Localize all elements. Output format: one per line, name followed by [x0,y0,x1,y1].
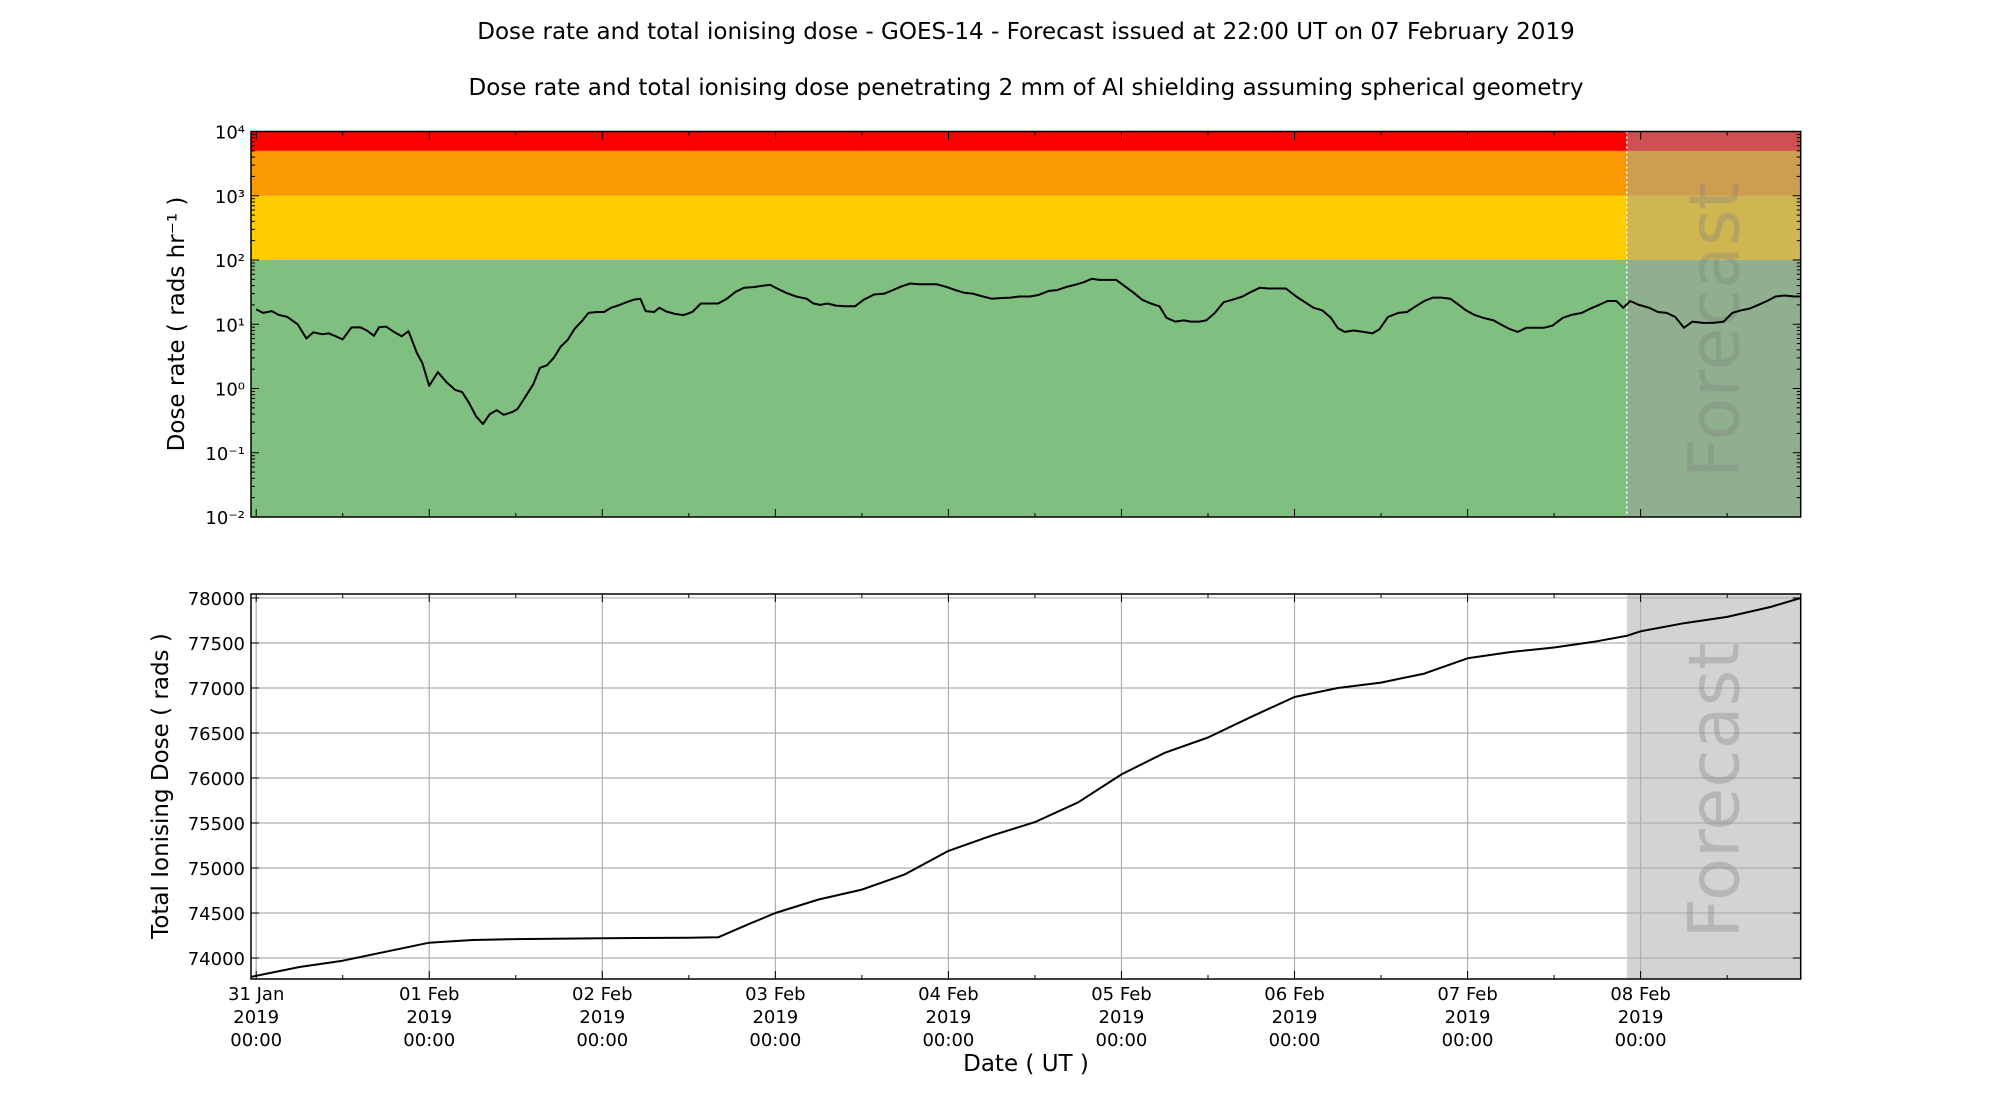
forecast-watermark: Forecast [1674,642,1756,938]
dose-rate-line [255,277,1800,425]
y-tick-label: 75500 [188,814,245,835]
dose-rate-plot: Forecast 10⁻² 10⁻¹ 10⁰ 10¹ 10² 10³ 10⁴ [205,123,1802,529]
y-tick-label: 77500 [188,634,245,655]
x-tick-label: 2019 [406,1007,452,1028]
threshold-band-3 [251,131,1801,151]
y-tick-label: 76000 [188,769,245,790]
total-dose-plot: 74000 74500 75000 75500 76000 76500 77000 77500… [188,589,1802,1051]
chart-title: Dose rate and total ionising dose - GOES… [477,19,1574,45]
x-tick-label: 01 Feb [399,984,460,1005]
x-tick-label: 00:00 [403,1030,455,1051]
y-tick-label: 10⁻¹ [205,444,245,465]
x-tick-label: 00:00 [1096,1030,1148,1051]
x-tick-label: 2019 [1445,1007,1491,1028]
forecast-region [1626,594,1801,979]
x-tick-label: 00:00 [1615,1030,1667,1051]
y-tick-label: 10¹ [215,315,245,336]
x-tick-label: 02 Feb [572,984,633,1005]
total-dose-y-axis-label: Total Ionising Dose ( rads ) [148,633,174,940]
x-axis-label: Date ( UT ) [963,1051,1089,1077]
threshold-band-1 [251,195,1801,260]
y-tick-label: 10³ [215,187,245,208]
x-tick-label: 00:00 [1269,1030,1321,1051]
chart-subtitle: Dose rate and total ionising dose penetr… [468,75,1583,101]
y-tick-label: 78000 [188,589,245,610]
x-tick-label: 2019 [752,1007,798,1028]
forecast-watermark: Forecast [1674,182,1756,478]
threshold-band-2 [251,150,1801,196]
y-tick-label: 10² [215,251,245,272]
y-tick-label: 75000 [188,859,245,880]
x-tick-label: 2019 [233,1007,279,1028]
y-tick-label: 77000 [188,679,245,700]
dose-rate-axes-frame [250,130,1802,518]
x-tick-label: 04 Feb [918,984,979,1005]
x-tick-label: 2019 [579,1007,625,1028]
x-tick-label: 06 Feb [1264,984,1325,1005]
x-tick-label: 2019 [1618,1007,1664,1028]
x-tick-label: 00:00 [576,1030,628,1051]
y-tick-label: 10⁰ [215,380,245,401]
x-tick-label: 31 Jan [228,984,284,1005]
y-tick-label: 76500 [188,724,245,745]
x-tick-label: 00:00 [749,1030,801,1051]
y-tick-label: 74500 [188,904,245,925]
x-tick-label: 2019 [926,1007,972,1028]
x-tick-label: 03 Feb [745,984,806,1005]
x-tick-label: 00:00 [230,1030,282,1051]
x-tick-label: 07 Feb [1437,984,1498,1005]
x-tick-label: 2019 [1272,1007,1318,1028]
dose-rate-y-axis-label: Dose rate ( rads hr⁻¹ ) [164,197,190,452]
y-tick-label: 10⁴ [215,123,245,144]
y-tick-label: 74000 [188,949,245,970]
x-tick-label: 08 Feb [1610,984,1671,1005]
x-tick-label: 00:00 [922,1030,974,1051]
total-dose-line [250,597,1801,978]
y-tick-label: 10⁻² [205,508,245,529]
x-tick-label: 00:00 [1442,1030,1494,1051]
threshold-band-0 [251,260,1801,517]
x-tick-label: 2019 [1099,1007,1145,1028]
x-tick-label: 05 Feb [1091,984,1152,1005]
total-dose-axes-frame [250,593,1802,980]
forecast-overlay [1626,131,1801,517]
